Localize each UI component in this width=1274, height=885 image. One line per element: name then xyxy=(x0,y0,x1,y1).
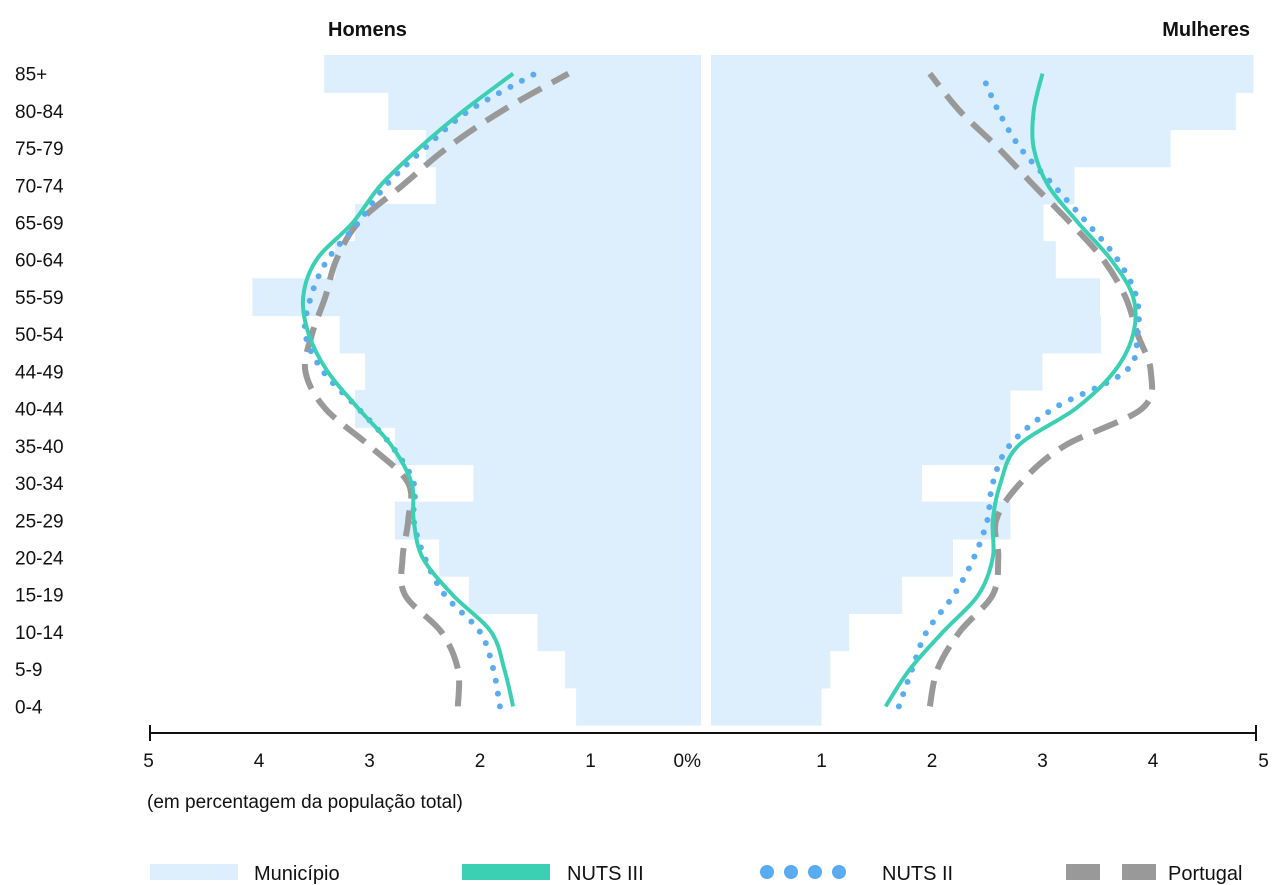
x-tick-label: 1 xyxy=(816,751,827,772)
legend-swatch-nuts-ii xyxy=(760,865,774,879)
bar-women-15-19 xyxy=(711,576,903,614)
legend-swatch-nuts-ii xyxy=(832,865,846,879)
age-label: 35-40 xyxy=(15,437,64,458)
bar-women-60-64 xyxy=(711,241,1056,279)
x-tick-label: 4 xyxy=(254,751,265,772)
age-label: 50-54 xyxy=(15,325,64,346)
bar-women-65-69 xyxy=(711,203,1044,242)
bar-men-15-19 xyxy=(468,576,701,614)
age-label: 80-84 xyxy=(15,102,64,123)
legend-label-nuts-ii: NUTS II xyxy=(882,863,953,885)
age-label: 5-9 xyxy=(15,660,42,681)
age-label: 70-74 xyxy=(15,176,64,197)
line-nuts-iii-men xyxy=(300,72,516,707)
municipio-bars xyxy=(252,55,1254,726)
age-label: 15-19 xyxy=(15,586,64,607)
legend-label-nuts-iii: NUTS III xyxy=(567,863,644,885)
bar-women-35-40 xyxy=(711,427,1011,466)
x-tick-label: 4 xyxy=(1148,751,1159,772)
bar-women-75-79 xyxy=(711,129,1171,168)
x-tick-label: 0% xyxy=(674,751,702,772)
legend-label-município: Município xyxy=(254,863,340,885)
bar-men-60-64 xyxy=(335,241,701,279)
bar-men-35-40 xyxy=(394,427,701,466)
age-label: 20-24 xyxy=(15,549,64,570)
bar-women-0-4 xyxy=(711,687,822,726)
x-tick-label: 5 xyxy=(1258,751,1269,772)
x-tick-label: 2 xyxy=(927,751,938,772)
age-group-labels: 0-4 5-9 10-14 15-19 20-24 25-29 30-34 35-40 40-4… xyxy=(15,65,64,719)
age-label: 55-59 xyxy=(15,288,64,309)
age-label: 65-69 xyxy=(15,214,64,235)
bar-men-0-4 xyxy=(576,687,701,726)
legend: Município NUTS III NUTS II Portugal xyxy=(150,863,1243,885)
legend-swatch-nuts-ii xyxy=(808,865,822,879)
bar-men-40-44 xyxy=(355,390,701,428)
bar-women-30-34 xyxy=(711,464,923,503)
bar-men-10-14 xyxy=(537,613,701,652)
x-tick-label: 3 xyxy=(1037,751,1048,772)
bar-men-65-69 xyxy=(355,203,701,242)
legend-label-portugal: Portugal xyxy=(1168,863,1243,885)
x-tick-label: 1 xyxy=(585,751,596,772)
bar-women-5-9 xyxy=(711,650,831,689)
bar-men-50-54 xyxy=(339,315,701,354)
bar-women-40-44 xyxy=(711,390,1011,428)
legend-swatch-nuts-ii xyxy=(784,865,798,879)
legend-swatch-portugal xyxy=(1066,864,1100,880)
bar-women-10-14 xyxy=(711,613,850,652)
bar-women-20-24 xyxy=(711,538,953,577)
legend-swatch-portugal xyxy=(1122,864,1156,880)
comparison-lines xyxy=(300,70,1156,710)
bar-women-55-59 xyxy=(711,278,1100,317)
age-label: 60-64 xyxy=(15,251,64,272)
bar-women-25-29 xyxy=(711,501,1011,540)
x-axis-title: (em percentagem da população total) xyxy=(147,792,463,813)
age-label: 85+ xyxy=(15,65,47,86)
bar-men-75-79 xyxy=(425,129,701,168)
women-label: Mulheres xyxy=(1162,19,1250,41)
bar-women-44-49 xyxy=(711,352,1043,391)
x-tick-label: 5 xyxy=(143,751,154,772)
bar-women-85+ xyxy=(711,55,1254,93)
age-label: 40-44 xyxy=(15,400,64,421)
x-tick-label: 2 xyxy=(475,751,486,772)
line-nuts-iii-women xyxy=(883,73,1138,708)
age-label: 44-49 xyxy=(15,362,64,383)
bar-men-5-9 xyxy=(565,650,701,689)
line-portugal-women xyxy=(926,71,1156,708)
bar-men-25-29 xyxy=(394,501,701,540)
bar-men-20-24 xyxy=(439,538,701,577)
bar-men-80-84 xyxy=(388,92,701,131)
line-portugal-men xyxy=(301,70,570,707)
legend-swatch-município xyxy=(150,864,238,880)
x-axis: 5 4 3 2 1 0% 1 2 3 4 5 xyxy=(143,725,1269,772)
bar-men-30-34 xyxy=(473,464,701,503)
men-label: Homens xyxy=(328,19,407,41)
age-label: 10-14 xyxy=(15,623,64,644)
age-label: 25-29 xyxy=(15,511,64,532)
bar-women-70-74 xyxy=(711,166,1075,205)
x-tick-label: 3 xyxy=(364,751,375,772)
age-label: 75-79 xyxy=(15,139,64,160)
bar-men-44-49 xyxy=(365,352,701,391)
age-label: 30-34 xyxy=(15,474,64,495)
age-label: 0-4 xyxy=(15,697,43,718)
bar-women-50-54 xyxy=(711,315,1102,354)
legend-swatch-nuts-iii xyxy=(462,864,550,880)
bar-men-70-74 xyxy=(435,166,701,205)
